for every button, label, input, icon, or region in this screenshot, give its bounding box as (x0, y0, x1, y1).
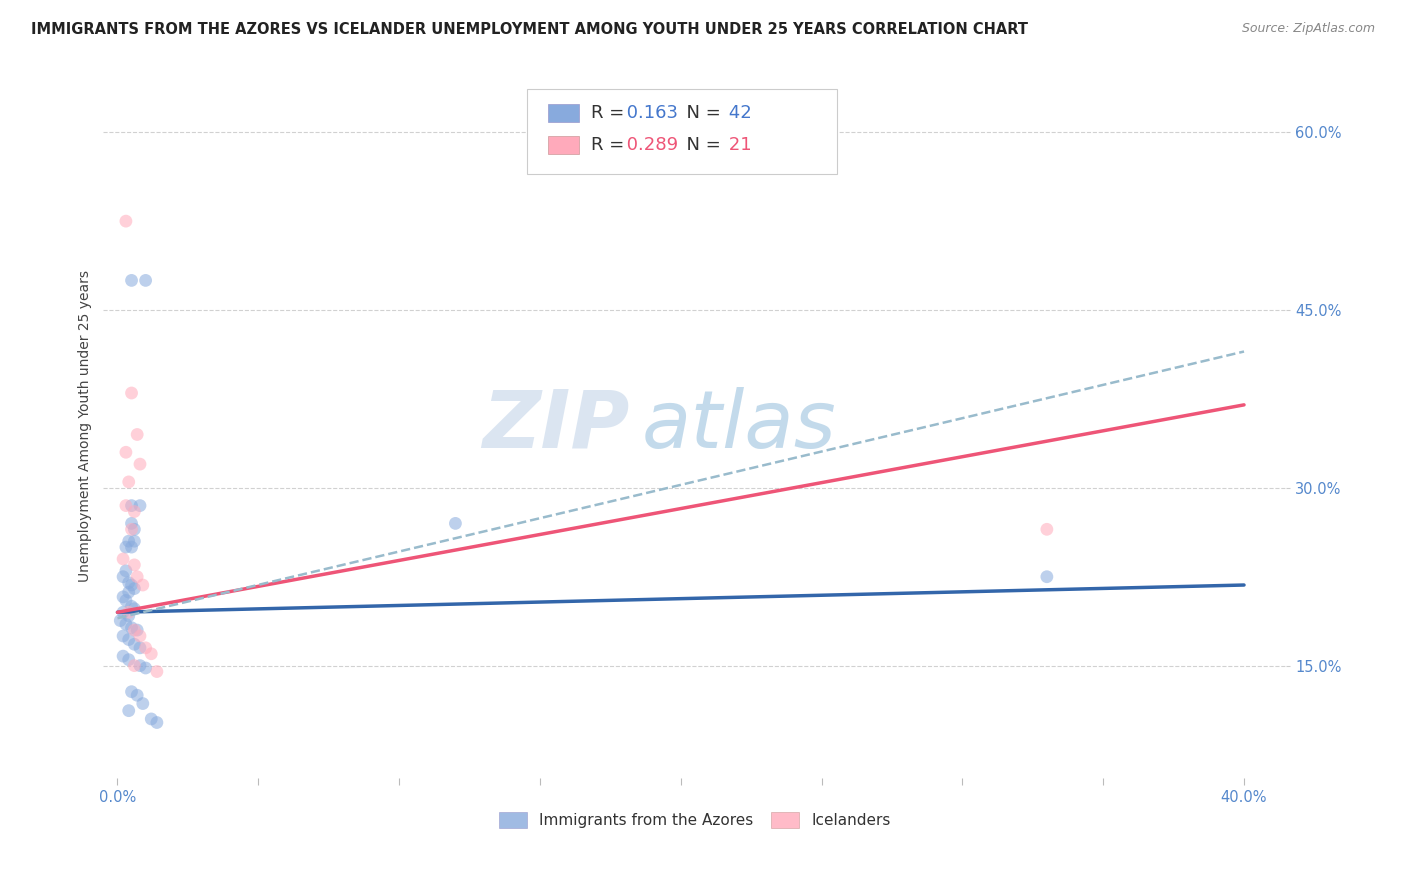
Point (110, 614, 132, 628)
Point (115, 445, 138, 459)
Point (132, 578, 155, 592)
Point (124, 534, 146, 549)
Point (124, 658, 146, 673)
Point (118, 585, 141, 599)
Point (115, 564, 138, 578)
Point (124, 582, 146, 596)
Point (129, 629, 152, 643)
Text: 0.289: 0.289 (621, 136, 679, 154)
Point (118, 575, 141, 590)
Point (121, 540, 143, 554)
Point (135, 273, 157, 287)
Point (112, 649, 135, 664)
Point (124, 522, 146, 536)
Point (115, 540, 138, 554)
Point (146, 715, 169, 730)
Point (146, 665, 169, 679)
Point (135, 640, 157, 655)
Point (118, 608, 141, 623)
Point (141, 647, 163, 661)
Point (112, 570, 135, 584)
Text: IMMIGRANTS FROM THE AZORES VS ICELANDER UNEMPLOYMENT AMONG YOUTH UNDER 25 YEARS : IMMIGRANTS FROM THE AZORES VS ICELANDER … (31, 22, 1028, 37)
Text: 0.163: 0.163 (621, 104, 679, 122)
Point (121, 273, 143, 287)
Text: R =: R = (591, 136, 630, 154)
Point (129, 457, 152, 471)
Point (121, 516, 143, 531)
Point (127, 688, 149, 702)
Text: Source: ZipAtlas.com: Source: ZipAtlas.com (1241, 22, 1375, 36)
Point (129, 658, 152, 673)
Point (135, 661, 157, 675)
Point (132, 697, 155, 711)
Point (115, 214, 138, 228)
Point (1036, 570, 1059, 584)
Text: 21: 21 (723, 136, 751, 154)
Point (124, 504, 146, 518)
Point (115, 499, 138, 513)
Point (118, 475, 141, 489)
Point (127, 570, 149, 584)
Point (121, 386, 143, 401)
Point (124, 623, 146, 637)
Point (112, 552, 135, 566)
Point (124, 637, 146, 651)
Point (444, 516, 467, 531)
Point (115, 593, 138, 607)
Point (112, 629, 135, 643)
Point (127, 623, 149, 637)
Point (121, 522, 143, 536)
Point (129, 499, 152, 513)
Point (118, 653, 141, 667)
Point (1036, 522, 1059, 536)
Point (112, 590, 135, 604)
Legend: Immigrants from the Azores, Icelanders: Immigrants from the Azores, Icelanders (494, 805, 897, 834)
Point (118, 605, 141, 619)
Point (121, 684, 143, 698)
Point (124, 601, 146, 615)
Point (121, 499, 143, 513)
Point (121, 599, 143, 614)
Y-axis label: Unemployment Among Youth under 25 years: Unemployment Among Youth under 25 years (79, 269, 93, 582)
Point (118, 534, 141, 549)
Point (121, 621, 143, 635)
Point (124, 558, 146, 572)
Text: R =: R = (591, 104, 630, 122)
Text: N =: N = (675, 104, 727, 122)
Point (129, 640, 152, 655)
Point (127, 427, 149, 442)
Point (121, 578, 143, 592)
Point (112, 605, 135, 619)
Point (141, 712, 163, 726)
Text: N =: N = (675, 136, 727, 154)
Text: ZIP: ZIP (482, 386, 630, 465)
Text: 42: 42 (723, 104, 751, 122)
Text: atlas: atlas (641, 386, 837, 465)
Point (118, 704, 141, 718)
Point (115, 617, 138, 632)
Point (118, 632, 141, 647)
